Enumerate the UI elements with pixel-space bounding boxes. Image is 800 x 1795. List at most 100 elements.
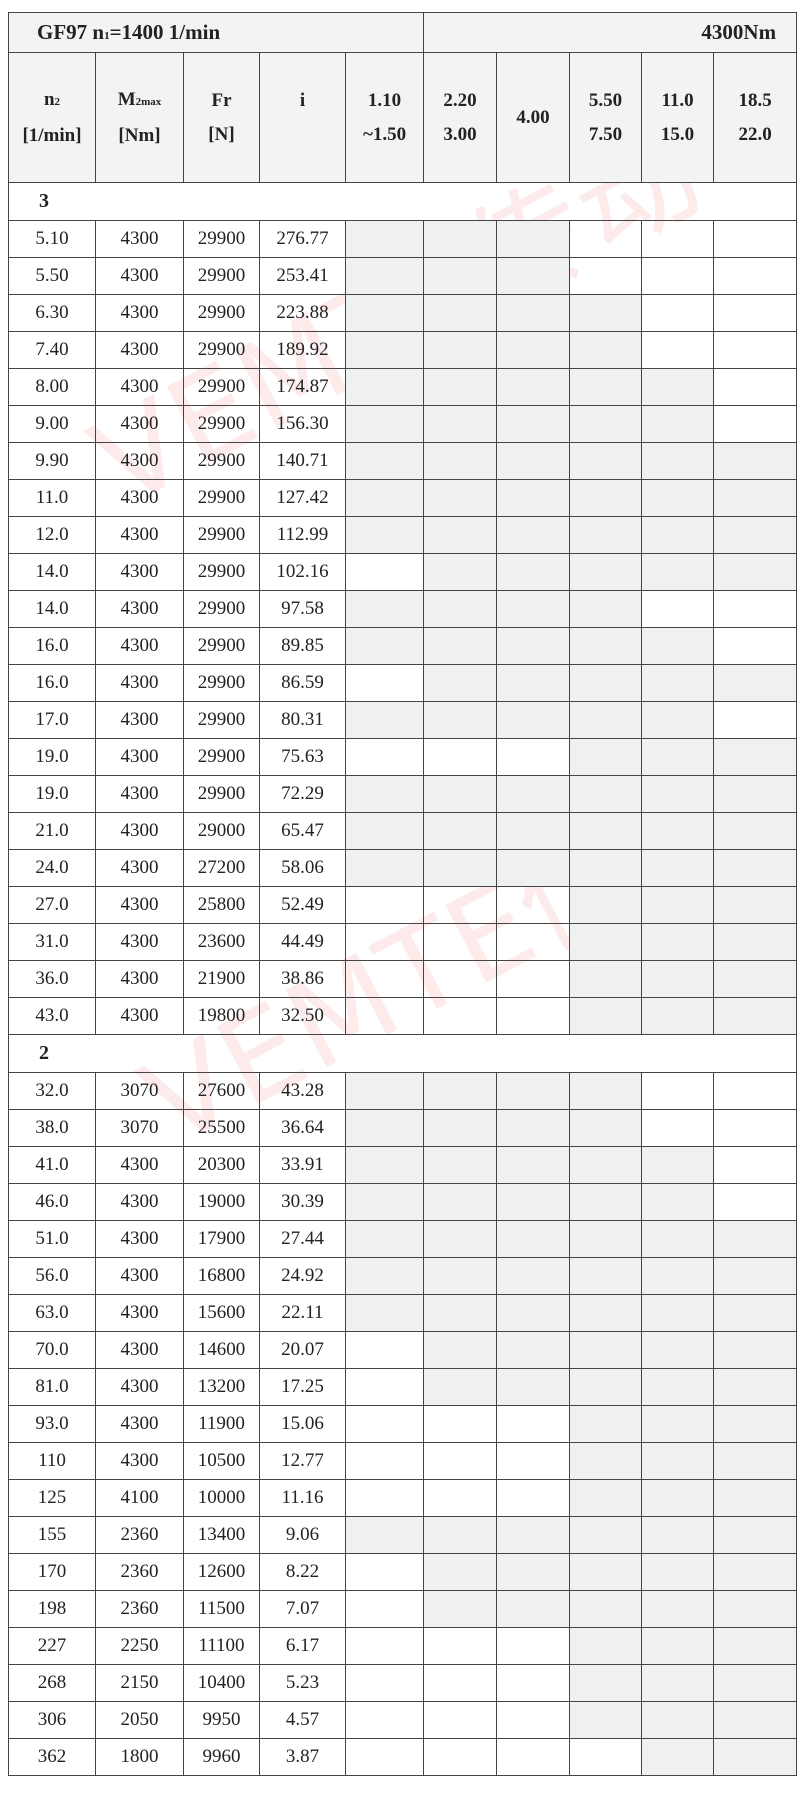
section-label: 3 [7,182,798,221]
m2max-cell: 4300 [95,775,184,813]
header-motor-col: 2.20 3.00 [423,52,498,183]
motor-available-cell [569,923,643,961]
header-row: n2 [1/min] M2max [Nm] Fr [N] i 1.10 ~1.50 2.… [8,52,798,183]
motor-available-cell [423,812,498,850]
motor-available-cell [496,775,571,813]
motor-empty-cell [496,1627,571,1665]
motor-available-cell [569,1701,643,1739]
header-m2max: M2max [Nm] [95,52,184,183]
motor-available-cell [423,516,498,554]
fr-cell: 29900 [183,590,260,628]
table-row: 19.0 4300 29900 75.63 [8,738,798,776]
motor-available-cell [569,1183,643,1221]
m2max-cell: 4300 [95,294,184,332]
table-row: 19.0 4300 29900 72.29 [8,775,798,813]
n2-cell: 9.90 [8,442,96,480]
fr-cell: 29900 [183,294,260,332]
motor-available-cell [713,553,798,591]
fr-cell: 10400 [183,1664,260,1702]
table-row: 56.0 4300 16800 24.92 [8,1257,798,1295]
n2-cell: 8.00 [8,368,96,406]
motor-empty-cell [423,960,498,998]
m2max-cell: 4300 [95,812,184,850]
motor-available-cell [569,368,643,406]
motor-available-cell [641,553,715,591]
motor-available-cell [713,664,798,702]
fr-cell: 29900 [183,738,260,776]
motor-available-cell [496,701,571,739]
n2-cell: 70.0 [8,1331,96,1369]
motor-available-cell [344,1516,425,1554]
motor-empty-cell [641,257,715,295]
ratio-cell: 253.41 [259,257,346,295]
fr-cell: 19000 [183,1183,260,1221]
table-row: 43.0 4300 19800 32.50 [8,997,798,1035]
motor-available-cell [423,849,498,887]
motor-available-cell [641,1479,715,1517]
n2-cell: 16.0 [8,627,96,665]
m2max-cell: 2250 [95,1627,184,1665]
table-row: 362 1800 9960 3.87 [8,1738,798,1776]
n2-cell: 51.0 [8,1220,96,1258]
m2max-cell: 2050 [95,1701,184,1739]
motor-empty-cell [344,738,425,776]
motor-available-cell [344,1109,425,1147]
motor-available-cell [641,1331,715,1369]
fr-cell: 17900 [183,1220,260,1258]
motor-available-cell [496,812,571,850]
motor-available-cell [569,442,643,480]
motor-available-cell [569,775,643,813]
motor-available-cell [496,331,571,369]
m2max-cell: 4300 [95,1442,184,1480]
motor-available-cell [641,997,715,1035]
m2max-cell: 4300 [95,553,184,591]
motor-available-cell [344,590,425,628]
motor-available-cell [713,1257,798,1295]
fr-cell: 9960 [183,1738,260,1776]
m2max-cell: 4300 [95,479,184,517]
motor-empty-cell [713,405,798,443]
motor-empty-cell [423,997,498,1035]
m2max-cell: 4300 [95,1146,184,1184]
n2-cell: 155 [8,1516,96,1554]
motor-available-cell [569,1516,643,1554]
motor-available-cell [496,1183,571,1221]
motor-available-cell [569,516,643,554]
motor-empty-cell [496,1479,571,1517]
ratio-cell: 6.17 [259,1627,346,1665]
fr-cell: 23600 [183,923,260,961]
motor-empty-cell [713,701,798,739]
motor-empty-cell [713,331,798,369]
table-row: 268 2150 10400 5.23 [8,1664,798,1702]
motor-empty-cell [713,1183,798,1221]
motor-available-cell [344,849,425,887]
motor-available-cell [569,1479,643,1517]
fr-cell: 29900 [183,553,260,591]
m2max-cell: 4300 [95,1220,184,1258]
motor-available-cell [569,738,643,776]
n2-cell: 93.0 [8,1405,96,1443]
table-title: GF97 n1=1400 1/min [7,12,425,53]
motor-available-cell [496,368,571,406]
motor-empty-cell [713,257,798,295]
table-row: 6.30 4300 29900 223.88 [8,294,798,332]
fr-cell: 29900 [183,405,260,443]
ratio-cell: 89.85 [259,627,346,665]
motor-available-cell [713,1590,798,1628]
m2max-cell: 4300 [95,442,184,480]
table-row: 46.0 4300 19000 30.39 [8,1183,798,1221]
motor-empty-cell [344,997,425,1035]
n2-cell: 19.0 [8,775,96,813]
fr-cell: 29900 [183,664,260,702]
motor-available-cell [713,997,798,1035]
fr-cell: 14600 [183,1331,260,1369]
n2-cell: 21.0 [8,812,96,850]
n2-cell: 24.0 [8,849,96,887]
fr-cell: 25500 [183,1109,260,1147]
header-motor-col: 4.00 [496,52,571,183]
gear-data-table: GF97 n1=1400 1/min 4300Nm n2 [1/min] M2ma… [7,12,798,1776]
motor-available-cell [641,368,715,406]
motor-available-cell [713,1664,798,1702]
motor-available-cell [713,1627,798,1665]
motor-available-cell [344,368,425,406]
